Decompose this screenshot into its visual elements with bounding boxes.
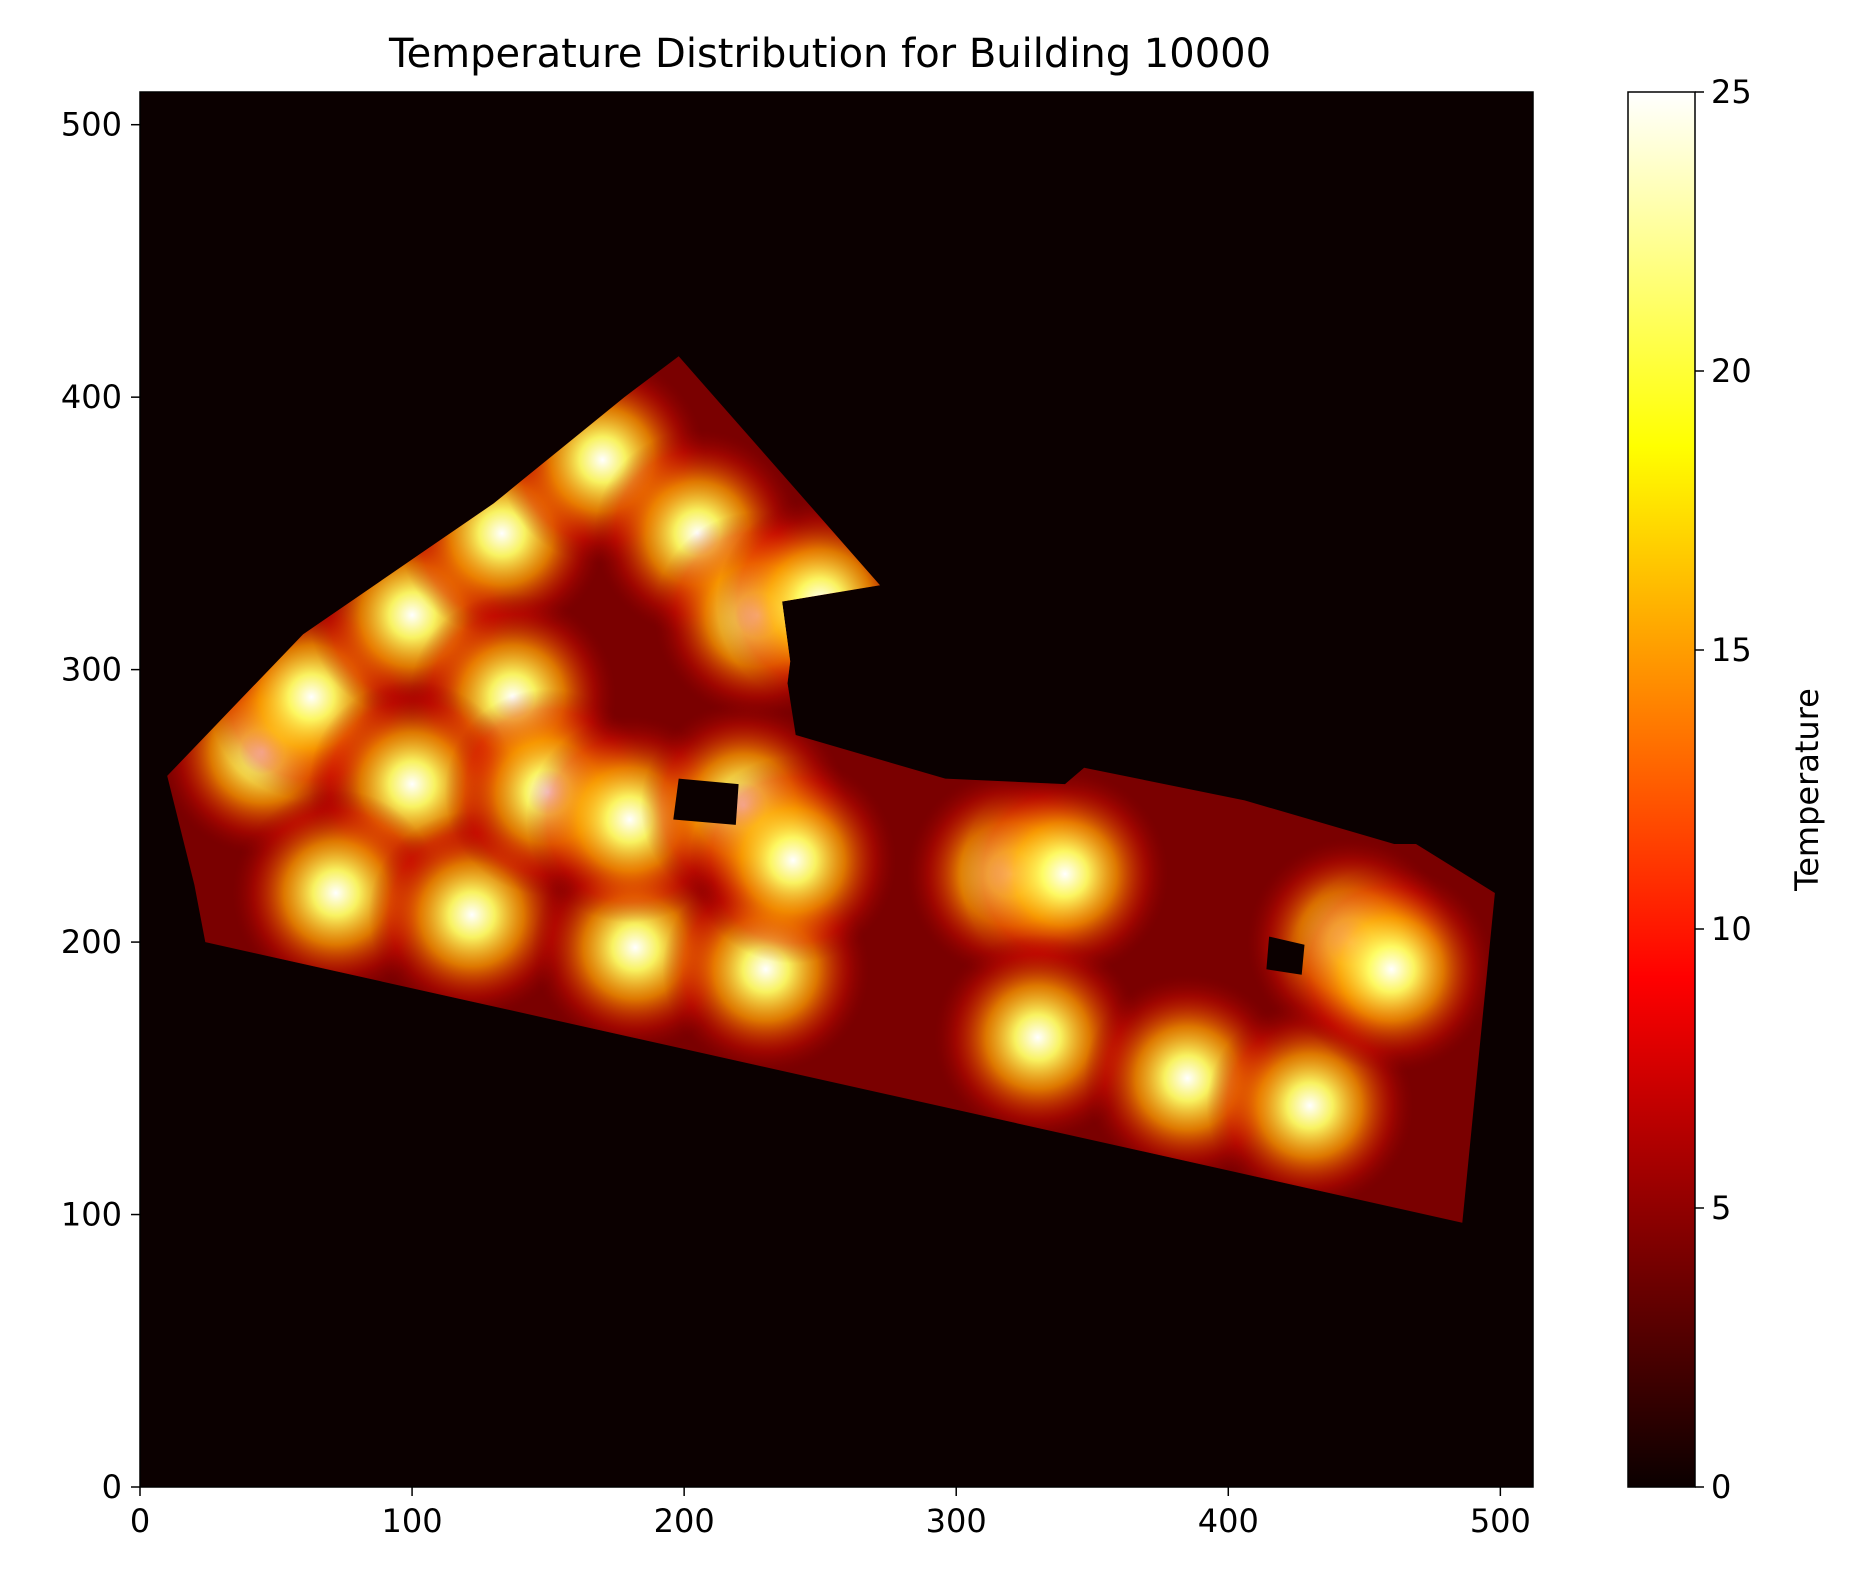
hole [1266,936,1305,975]
x-tick-label: 300 [926,1502,987,1540]
heat-source [689,756,897,964]
y-tick-label: 300 [61,651,122,689]
heatmap [140,92,1533,1487]
y-tick-label: 500 [61,106,122,144]
heat-source [1288,865,1495,1073]
y-tick-label: 0 [102,1468,122,1506]
y-tick-label: 400 [61,378,122,416]
building-holes [673,778,1305,975]
x-tick-label: 500 [1470,1502,1531,1540]
y-tick-label: 200 [61,923,122,961]
x-tick-label: 0 [130,1502,150,1540]
heat-source [961,770,1169,978]
hole [673,778,739,825]
y-axis: 0 100 200 300 400 500 [61,106,140,1506]
colorbar: 0 5 10 15 20 25 Temperature [1627,73,1826,1506]
colorbar-tick-label: 20 [1711,352,1752,390]
colorbar-tick-label: 10 [1711,910,1752,948]
colorbar-label: Temperature [1788,688,1826,892]
x-tick-label: 400 [1198,1502,1259,1540]
colorbar-tick-label: 5 [1711,1189,1731,1227]
colorbar-tick-label: 0 [1711,1468,1731,1506]
colorbar-tick-label: 25 [1711,73,1752,111]
chart-title: Temperature Distribution for Building 10… [388,31,1271,77]
heat-sources [167,356,1495,1209]
x-tick-label: 100 [382,1502,443,1540]
x-tick-label: 200 [654,1502,715,1540]
colorbar-tick-label: 15 [1711,631,1752,669]
x-axis: 0 100 200 300 400 500 [130,1487,1531,1540]
axes-frame [139,91,1534,1488]
y-tick-label: 100 [61,1196,122,1234]
colorbar-gradient [1627,91,1696,1488]
